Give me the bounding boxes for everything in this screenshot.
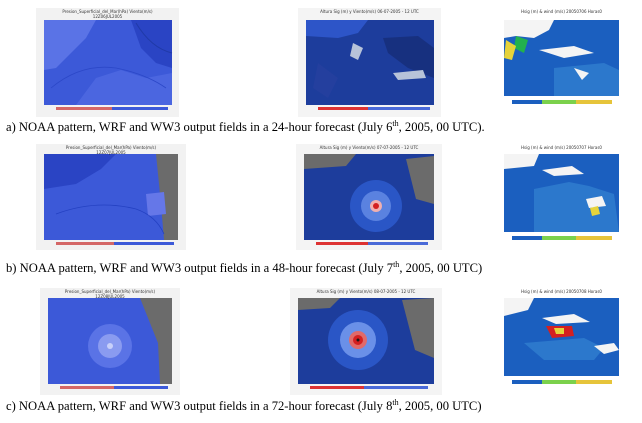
wrf-title-b: Altura Sig (m) y Viento(m/s) 07-07-2005 … xyxy=(319,145,419,150)
caption-b-suffix: , 2005, 00 UTC) xyxy=(399,261,483,275)
ww3-panel-a: Hsig (m) & wind (m/s) 20050706 Horas0 xyxy=(494,8,629,114)
wrf-panel-c: Altura Sig (m) y Viento(m/s) 08-07-2005 … xyxy=(290,288,442,395)
ww3-panel-c: Hsig (m) & wind (m/s) 20050708 Horas0 xyxy=(494,288,629,392)
wrf-title-c: Altura Sig (m) y Viento(m/s) 08-07-2005 … xyxy=(316,289,416,294)
noaa-subtitle-b: 12Z07JUL2005 xyxy=(96,150,126,155)
caption-b-prefix: b) NOAA pattern, WRF and WW3 output fiel… xyxy=(6,261,394,275)
noaa-title-b: Presion_Superficial_del_Mar(hPa) Viento(… xyxy=(65,145,157,150)
caption-b: b) NOAA pattern, WRF and WW3 output fiel… xyxy=(6,259,483,275)
wrf-map-b xyxy=(296,144,442,250)
caption-b-sup: th xyxy=(393,259,400,269)
noaa-map-c xyxy=(40,288,180,395)
ww3-title-c: Hsig (m) & wind (m/s) 20050708 Horas0 xyxy=(521,289,602,294)
caption-c-suffix: , 2005, 00 UTC) xyxy=(398,399,482,413)
wrf-panel-b: Altura Sig (m) y Viento(m/s) 07-07-2005 … xyxy=(296,144,442,250)
ww3-map-a xyxy=(494,8,629,114)
wrf-map-c xyxy=(290,288,442,395)
caption-a-suffix: , 2005, 00 UTC). xyxy=(398,120,485,134)
noaa-panel-b: Presion_Superficial_del_Mar(hPa) Viento(… xyxy=(36,144,186,250)
noaa-subtitle-a: 12Z06JUL2005 xyxy=(92,14,123,19)
ww3-title-a: Hsig (m) & wind (m/s) 20050706 Horas0 xyxy=(521,9,602,14)
ww3-title-b: Hsig (m) & wind (m/s) 20050707 Horas0 xyxy=(521,145,602,150)
caption-a-sup: th xyxy=(392,118,399,128)
caption-a: a) NOAA pattern, WRF and WW3 output fiel… xyxy=(6,118,485,134)
noaa-subtitle-c: 12Z08JUL2005 xyxy=(95,294,125,299)
caption-c-sup: th xyxy=(392,397,399,407)
noaa-title-c: Presion_Superficial_del_Mar(hPa) Viento(… xyxy=(64,289,156,294)
noaa-map-a xyxy=(36,8,179,117)
ww3-panel-b: Hsig (m) & wind (m/s) 20050707 Horas0 xyxy=(494,144,629,248)
caption-c-prefix: c) NOAA pattern, WRF and WW3 output fiel… xyxy=(6,399,393,413)
noaa-panel-c: Presion_Superficial_del_Mar(hPa) Viento(… xyxy=(40,288,180,395)
ww3-map-b xyxy=(494,144,629,248)
caption-c: c) NOAA pattern, WRF and WW3 output fiel… xyxy=(6,397,482,413)
noaa-panel-a: Presion_Superficial_del_Mar(hPa) Viento(… xyxy=(36,8,179,117)
wrf-map-a xyxy=(298,8,441,117)
noaa-map-b xyxy=(36,144,186,250)
ww3-map-c xyxy=(494,288,629,392)
caption-a-prefix: a) NOAA pattern, WRF and WW3 output fiel… xyxy=(6,120,393,134)
wrf-title-a: Altura Sig (m) y Viento(m/s) 06-07-2005 … xyxy=(320,9,419,14)
noaa-title-a: Presion_Superficial_del_Mar(hPa) Viento(… xyxy=(62,9,153,14)
wrf-panel-a: Altura Sig (m) y Viento(m/s) 06-07-2005 … xyxy=(298,8,441,117)
